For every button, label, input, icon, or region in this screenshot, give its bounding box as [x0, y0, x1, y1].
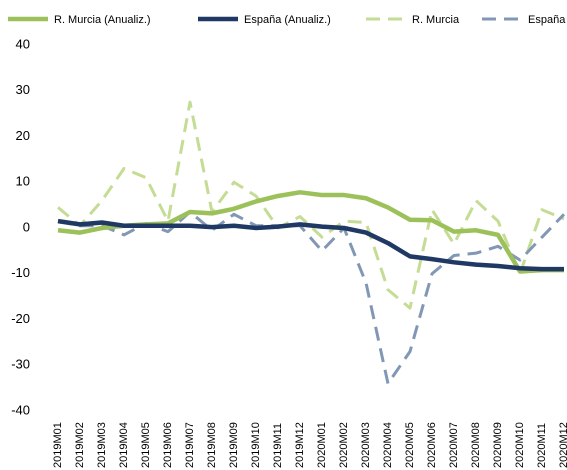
- x-tick-label: 2020M12: [558, 422, 567, 468]
- x-tick-label: 2019M09: [228, 422, 240, 468]
- x-tick-label: 2019M07: [184, 422, 196, 468]
- x-tick-label: 2020M06: [426, 422, 438, 468]
- x-tick-label: 2020M09: [492, 422, 504, 468]
- series-line: [57, 210, 566, 386]
- y-tick-label: 10: [16, 174, 30, 189]
- legend-label: España (Anualiz.): [244, 14, 331, 26]
- x-tick-label: 2020M04: [382, 422, 394, 468]
- y-tick-label: 20: [16, 128, 30, 143]
- x-tick-label: 2019M05: [140, 422, 152, 468]
- y-tick-label: 30: [16, 82, 30, 97]
- legend-label: R. Murcia (Anualiz.): [54, 14, 151, 26]
- legend-label: R. Murcia: [412, 14, 460, 26]
- x-tick-label: 2019M12: [294, 422, 306, 468]
- x-tick-label: 2020M07: [448, 422, 460, 468]
- x-tick-label: 2019M10: [250, 422, 262, 468]
- x-tick-label: 2020M03: [360, 422, 372, 468]
- x-tick-label: 2019M08: [206, 422, 218, 468]
- x-tick-label: 2019M01: [52, 422, 64, 468]
- x-tick-label: 2020M08: [470, 422, 482, 468]
- x-tick-label: 2020M10: [514, 422, 526, 468]
- y-tick-label: 0: [23, 219, 30, 234]
- legend-label: España: [528, 14, 566, 26]
- x-tick-label: 2019M02: [74, 422, 86, 468]
- x-tick-label: 2020M01: [316, 422, 328, 468]
- x-tick-label: 2020M11: [536, 423, 548, 468]
- x-tick-label: 2019M06: [162, 422, 174, 468]
- x-tick-label: 2019M03: [96, 422, 108, 468]
- x-tick-label: 2019M04: [118, 422, 130, 468]
- x-tick-label: 2020M02: [338, 422, 350, 468]
- series-line: [57, 190, 564, 274]
- x-tick-label: 2020M05: [404, 422, 416, 468]
- series-line: [57, 100, 565, 310]
- y-tick-label: -30: [11, 357, 30, 372]
- series-line: [57, 218, 564, 272]
- y-tick-label: -20: [11, 311, 30, 326]
- y-tick-label: -40: [11, 402, 30, 417]
- x-tick-label: 2019M11: [272, 423, 284, 468]
- y-tick-label: 40: [16, 36, 30, 51]
- y-tick-label: -10: [11, 265, 30, 280]
